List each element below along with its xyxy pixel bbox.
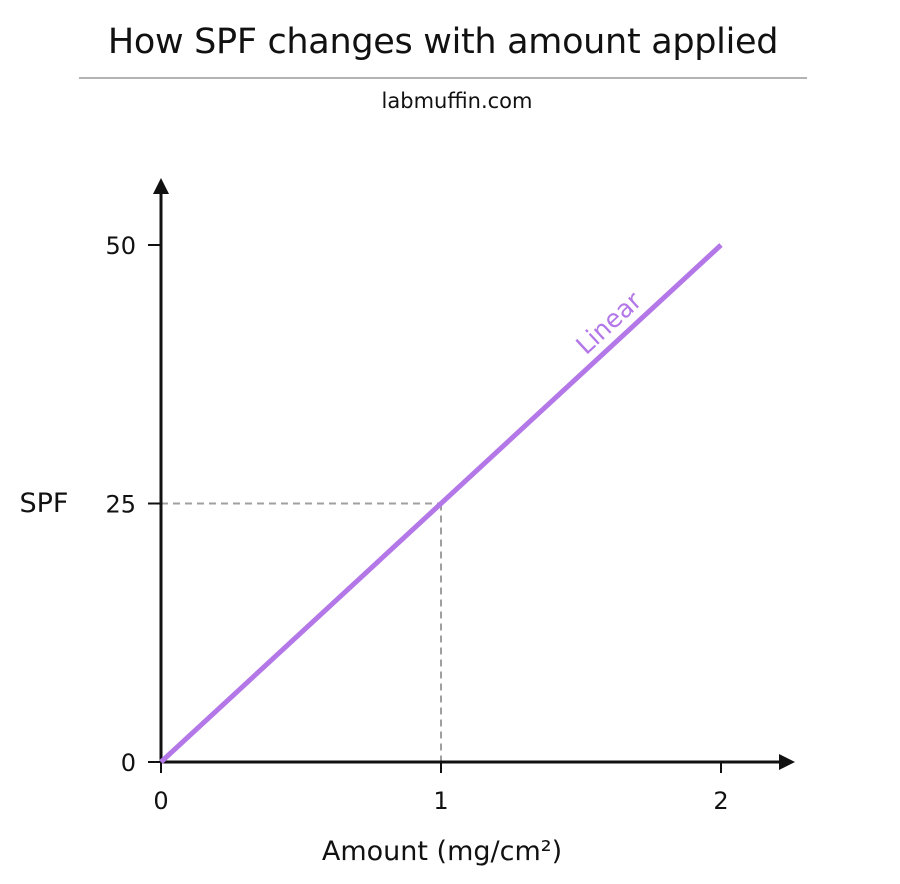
ticks: 0 1 2 0 25 50 [105, 232, 728, 815]
x-tick-label: 0 [153, 787, 168, 815]
title-divider [79, 77, 807, 79]
y-axis-arrow-icon [153, 178, 169, 194]
chart-subtitle: labmuffin.com [381, 89, 533, 113]
x-axis-title: Amount (mg/cm²) [322, 836, 562, 867]
chart-title: How SPF changes with amount applied [107, 22, 779, 62]
y-tick-label: 50 [105, 232, 136, 260]
reference-lines [161, 502, 442, 762]
series-line-linear [159, 243, 723, 764]
x-tick-label: 2 [713, 787, 728, 815]
y-tick-label: 25 [105, 491, 136, 519]
y-tick-label: 0 [121, 749, 136, 777]
axes [153, 178, 795, 770]
x-axis-arrow-icon [779, 754, 795, 770]
y-axis-title: SPF [20, 488, 69, 519]
x-tick-label: 1 [433, 787, 448, 815]
